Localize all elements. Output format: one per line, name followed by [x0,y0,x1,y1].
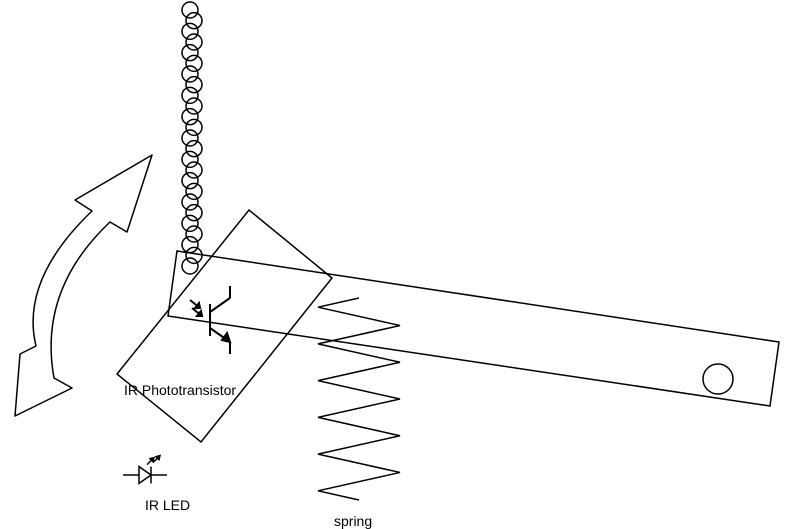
lever-bar [168,251,779,406]
phototransistor-label: IR Phototransistor [124,382,236,398]
diagram-root [15,2,779,500]
motion-arrow [15,155,152,416]
coil-spring [182,2,202,274]
led-label: IR LED [145,497,190,513]
led-icon [123,456,167,484]
spring-label: spring [334,513,372,529]
phototransistor-box [117,210,332,442]
compression-spring [318,298,400,500]
